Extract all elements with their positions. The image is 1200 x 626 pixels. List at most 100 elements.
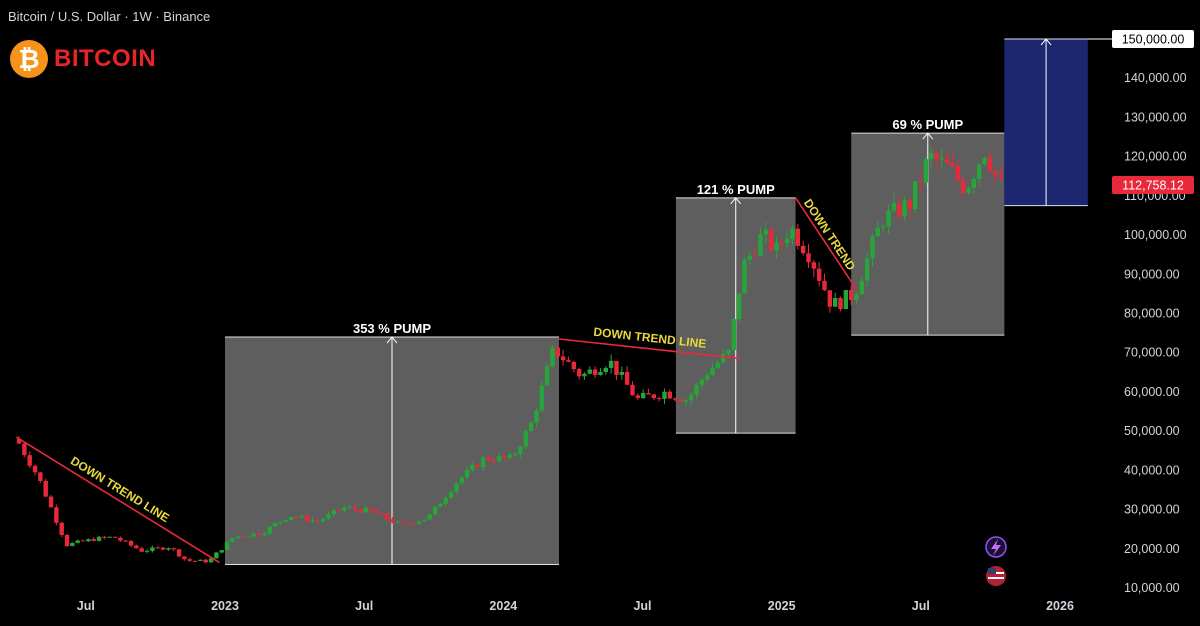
candle-up <box>699 379 705 385</box>
candle-up <box>96 536 102 541</box>
candle-down <box>139 548 144 552</box>
candle-up <box>331 510 336 515</box>
candle-up <box>70 542 75 547</box>
y-tick-label: 140,000.00 <box>1124 71 1187 85</box>
candle-down <box>59 522 64 535</box>
candle-up <box>432 506 438 515</box>
candle-down <box>678 399 683 402</box>
candle-down <box>91 539 96 541</box>
y-tick-label: 20,000.00 <box>1124 542 1180 556</box>
measure-arrow-head <box>386 336 398 344</box>
candle-up <box>523 431 528 447</box>
candle-down <box>315 520 320 522</box>
candle-up <box>736 293 742 320</box>
candle-up <box>342 507 347 511</box>
x-tick-label: Jul <box>77 599 95 613</box>
candle-down <box>672 398 678 400</box>
candle-down <box>848 290 854 301</box>
candle-up <box>539 385 544 411</box>
candle-up <box>246 536 251 538</box>
candle-down <box>171 548 176 550</box>
candle-down <box>384 513 390 520</box>
candle-up <box>790 228 795 239</box>
candle-up <box>480 457 486 468</box>
candle-up <box>763 229 769 235</box>
candle-down <box>48 496 54 508</box>
candle-down <box>955 166 961 180</box>
candle-up <box>326 514 331 519</box>
candle-up <box>454 483 459 492</box>
candle-up <box>464 469 470 478</box>
candle-down <box>102 536 107 538</box>
candle-down <box>918 181 923 183</box>
candle-up <box>939 158 945 160</box>
candle-up <box>528 422 534 432</box>
candle-up <box>166 548 171 550</box>
candle-up <box>544 366 550 386</box>
candle-up <box>512 454 518 456</box>
candle-down <box>800 245 806 254</box>
candle-up <box>448 491 454 498</box>
candle-up <box>214 552 219 559</box>
candle-up <box>891 203 897 211</box>
y-tick-label: 80,000.00 <box>1124 307 1180 321</box>
candle-up <box>224 541 230 551</box>
candle-down <box>336 510 342 512</box>
candle-up <box>603 367 609 373</box>
candle-up <box>966 187 971 193</box>
candle-up <box>310 520 315 522</box>
candle-up <box>704 375 710 380</box>
candle-down <box>806 253 811 263</box>
candle-up <box>859 280 865 295</box>
candle-down <box>128 540 134 546</box>
candle-down <box>635 395 641 399</box>
candle-up <box>726 350 731 355</box>
candle-down <box>27 455 32 466</box>
candle-up <box>694 384 699 395</box>
candle-up <box>976 164 982 179</box>
x-tick-label: 2023 <box>211 599 239 613</box>
y-tick-label: 60,000.00 <box>1124 385 1180 399</box>
candle-up <box>470 464 475 470</box>
candle-up <box>854 294 859 301</box>
candle-up <box>198 559 203 561</box>
candle-down <box>614 360 619 375</box>
candle-down <box>576 369 582 377</box>
candle-down <box>768 229 774 251</box>
candle-down <box>192 560 198 562</box>
candle-down <box>240 536 246 538</box>
candle-down <box>134 545 139 549</box>
candle-up <box>299 515 304 518</box>
candle-down <box>752 255 758 257</box>
candle-up <box>347 506 352 508</box>
candle-down <box>80 540 86 542</box>
y-tick-label: 90,000.00 <box>1124 267 1180 281</box>
candle-up <box>278 521 283 524</box>
candle-down <box>475 464 480 468</box>
y-tick-label: 50,000.00 <box>1124 424 1180 438</box>
flag-stripe <box>988 577 1004 579</box>
trend-line <box>794 197 858 291</box>
candle-up <box>683 400 689 402</box>
lightning-badge-icon[interactable] <box>985 536 1007 558</box>
candle-down <box>16 438 22 444</box>
candle-up <box>710 367 715 376</box>
pump-label: 121 % PUMP <box>697 182 775 197</box>
candle-down <box>38 472 43 481</box>
lightning-glyph <box>991 539 1001 556</box>
candle-down <box>411 523 416 525</box>
y-tick-label: 40,000.00 <box>1124 463 1180 477</box>
candle-down <box>64 534 70 547</box>
candle-down <box>779 242 785 244</box>
candle-up <box>731 319 737 351</box>
candle-down <box>203 559 208 563</box>
candle-down <box>155 547 160 549</box>
candle-down <box>22 443 27 456</box>
us-flag-icon[interactable] <box>986 566 1006 586</box>
candle-up <box>784 238 790 244</box>
pump-label: 69 % PUMP <box>892 117 963 132</box>
y-tick-label: 130,000.00 <box>1124 110 1187 124</box>
candle-up <box>928 152 934 160</box>
